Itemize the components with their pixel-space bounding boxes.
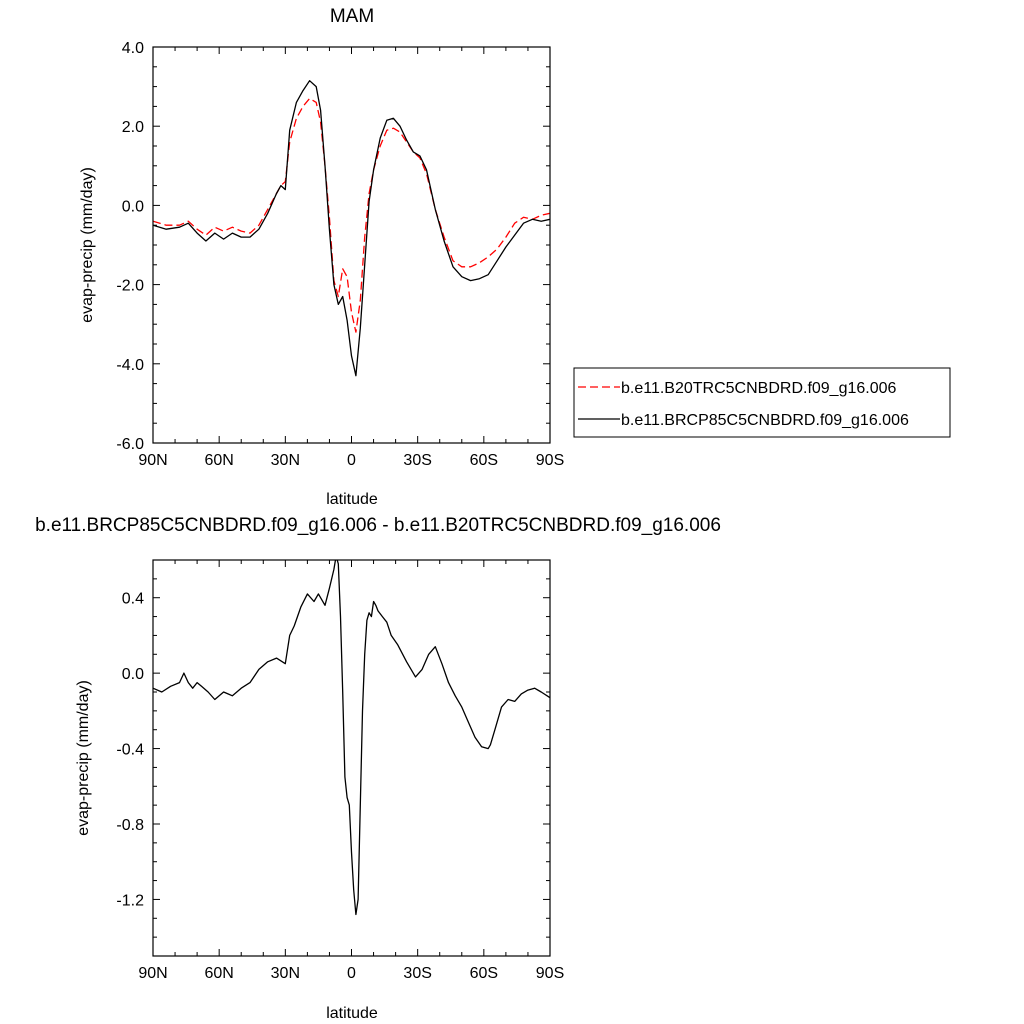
bottom-chart-title: b.e11.BRCP85C5CNBDRD.f09_g16.006 - b.e11… [35, 515, 721, 536]
top-series-line-2 [153, 80, 550, 377]
bottom-x-tick-label: 0 [347, 965, 356, 982]
bottom-y-tick-label: 0.4 [122, 591, 144, 608]
top-y-tick-label: -2.0 [116, 278, 144, 295]
top-panel: MAM 90N 60N 30N 0 30S 60S 90S 4.0 2.0 0.0 -2.0 -4.0… [79, 6, 951, 508]
bottom-x-tick-label: 30N [271, 965, 300, 982]
top-y-tick-label: 4.0 [122, 40, 144, 57]
bottom-plot-frame [152, 559, 551, 957]
bottom-y-tick-label: 0.0 [122, 666, 144, 683]
top-x-tick-label: 30S [403, 452, 431, 469]
top-plot-frame [152, 46, 551, 444]
top-x-axis-label: latitude [326, 491, 378, 508]
top-axis-ticks: 90N 60N 30N 0 30S 60S 90S 4.0 2.0 0.0 -2.0 -4.0 -6.0 [116, 40, 564, 469]
top-chart-title: MAM [330, 6, 374, 27]
top-x-tick-label: 60S [470, 452, 498, 469]
legend-label-b20trc: b.e11.B20TRC5CNBDRD.f09_g16.006 [621, 380, 897, 397]
bottom-x-tick-label: 90N [138, 965, 167, 982]
bottom-x-tick-label: 90S [536, 965, 564, 982]
top-series-layer [153, 80, 550, 377]
legend-box [573, 367, 951, 438]
top-y-tick-label: 0.0 [122, 198, 144, 215]
bottom-y-tick-label: -0.8 [116, 817, 144, 834]
top-x-tick-label: 90S [536, 452, 564, 469]
top-y-tick-label: 2.0 [122, 119, 144, 136]
legend: b.e11.B20TRC5CNBDRD.f09_g16.006 b.e11.BR… [573, 367, 951, 438]
top-x-tick-label: 30N [271, 452, 300, 469]
top-y-axis-label: evap-precip (mm/day) [79, 167, 96, 323]
bottom-panel: b.e11.BRCP85C5CNBDRD.f09_g16.006 - b.e11… [35, 515, 721, 1022]
bottom-x-tick-label: 30S [403, 965, 431, 982]
top-x-tick-label: 60N [204, 452, 233, 469]
bottom-y-tick-label: -0.4 [116, 742, 144, 759]
legend-label-brcp85: b.e11.BRCP85C5CNBDRD.f09_g16.006 [621, 412, 909, 429]
bottom-y-axis-label: evap-precip (mm/day) [75, 680, 92, 836]
bottom-y-tick-label: -1.2 [116, 892, 144, 909]
bottom-x-axis-label: latitude [326, 1005, 378, 1022]
top-x-tick-label: 90N [138, 452, 167, 469]
bottom-x-tick-label: 60N [204, 965, 233, 982]
top-y-tick-label: -4.0 [116, 357, 144, 374]
top-y-tick-label: -6.0 [116, 436, 144, 453]
bottom-x-tick-label: 60S [470, 965, 498, 982]
top-series-line-1 [153, 97, 550, 333]
bottom-series-layer [153, 560, 550, 916]
bottom-axis-ticks: 90N 60N 30N 0 30S 60S 90S 0.4 0.0 -0.4 -0.8 -1.2 [116, 559, 564, 982]
bottom-series-line-1 [153, 560, 550, 916]
top-x-tick-label: 0 [347, 452, 356, 469]
